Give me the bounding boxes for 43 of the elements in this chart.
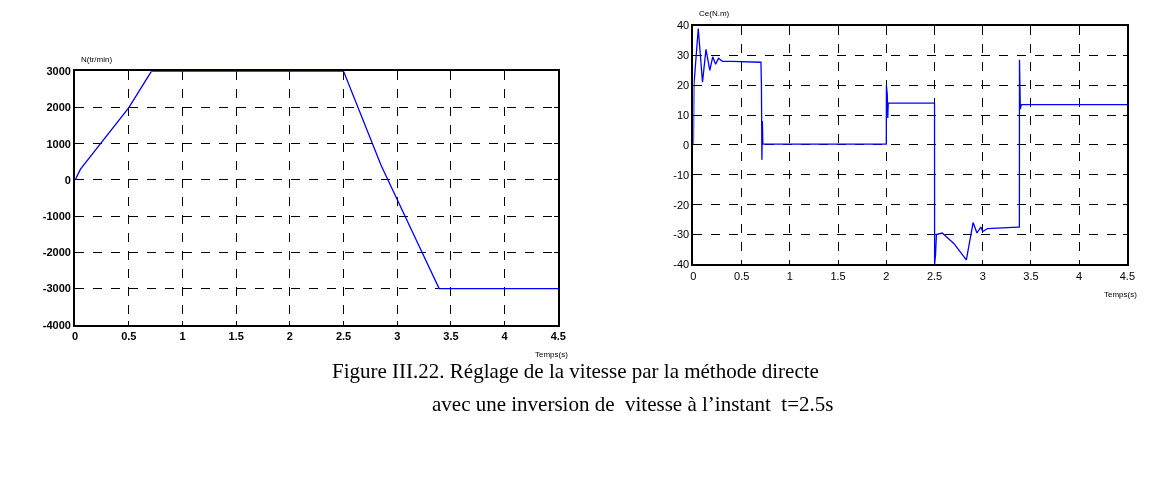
y-axis-title: Ce(N.m) xyxy=(699,9,730,18)
y-tick-label: 10 xyxy=(676,108,690,121)
x-tick-label: 1.5 xyxy=(228,330,244,343)
y-tick-label: -3000 xyxy=(42,282,71,295)
y-axis-title: N(tr/min) xyxy=(81,55,113,64)
x-tick-label: 1.5 xyxy=(830,269,846,282)
y-tick-label: 2000 xyxy=(46,101,71,114)
y-tick-label: -20 xyxy=(673,198,690,211)
x-tick-label: 0.5 xyxy=(734,269,750,282)
x-tick-label: 2 xyxy=(883,269,890,282)
x-tick-label: 3 xyxy=(394,330,401,343)
x-axis-title: Temps(s) xyxy=(1104,290,1138,299)
y-tick-label: 20 xyxy=(676,79,690,92)
x-tick-label: 1 xyxy=(179,330,186,343)
line-series xyxy=(693,27,1128,265)
y-tick-label: 30 xyxy=(676,49,690,62)
y-tick-label: 1000 xyxy=(46,137,71,150)
y-tick-label: -1000 xyxy=(42,210,71,223)
x-axis-title: Temps(s) xyxy=(535,350,569,359)
x-tick-label: 1 xyxy=(786,269,793,282)
x-tick-label: 3 xyxy=(979,269,986,282)
x-tick-label: 4 xyxy=(1076,269,1083,282)
y-tick-label: 0 xyxy=(64,173,71,186)
y-tick-label: 3000 xyxy=(46,65,71,78)
y-tick-label: 0 xyxy=(683,138,690,151)
x-tick-label: 2.5 xyxy=(335,330,352,343)
text: avec une inversion de vitesse à l’instant t=2.5s xyxy=(432,392,834,416)
x-tick-label: 0.5 xyxy=(121,330,137,343)
x-tick-label: 3.5 xyxy=(443,330,459,343)
x-tick-label: 3.5 xyxy=(1023,269,1039,282)
x-tick-label: 4.5 xyxy=(550,330,566,343)
y-tick-label: -2000 xyxy=(42,246,71,259)
x-tick-label: 4.5 xyxy=(1119,269,1136,282)
y-tick-label: -40 xyxy=(673,258,690,271)
x-tick-label: 0 xyxy=(72,330,79,343)
y-tick-label: -30 xyxy=(673,228,690,241)
y-tick-label: -10 xyxy=(673,168,690,181)
x-tick-label: 4 xyxy=(501,330,509,343)
x-tick-label: 2.5 xyxy=(926,269,943,282)
y-tick-label: 40 xyxy=(676,19,690,32)
x-tick-label: 2 xyxy=(286,330,293,343)
y-tick-label: -4000 xyxy=(42,318,71,331)
text: Figure III.22. Réglage de la vitesse par la méthode directe xyxy=(332,359,819,383)
